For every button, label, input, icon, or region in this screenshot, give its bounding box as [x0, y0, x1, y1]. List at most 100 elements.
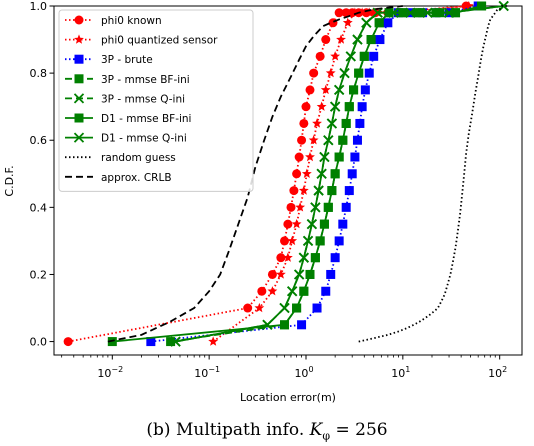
caption-k-sub: φ — [322, 429, 331, 443]
y-tick-label-0: 0.0 — [30, 336, 48, 349]
x-tick-label-base: 10 — [97, 367, 111, 380]
legend-entry-4: 3P - mmse Q-ini — [65, 93, 185, 105]
caption-prefix: (b) Multipath info. — [146, 420, 305, 440]
series-1-point-13 — [316, 101, 327, 111]
legend-label-3: 3P - mmse BF-ini — [101, 74, 190, 86]
series-2-point-15 — [360, 85, 370, 95]
y-axis-ticks: 0.0 0.2 0.4 0.6 0.8 1.0 — [30, 0, 54, 349]
series-5-point-25 — [477, 1, 487, 11]
series-6-point-16-stroke-b — [339, 67, 350, 79]
series-5-point-11 — [334, 152, 344, 162]
series-6-point-18 — [352, 34, 363, 45]
series-5-point-16 — [354, 68, 364, 78]
series-0-point-1 — [243, 303, 253, 313]
series-2-point-2 — [312, 303, 322, 313]
series-1-point-19 — [349, 7, 360, 17]
x-tick-label-3: 101 — [391, 365, 410, 380]
series-5-point-18 — [366, 35, 376, 45]
legend-entry-8: approx. CRLB — [65, 172, 172, 184]
legend-marker-5 — [74, 113, 84, 123]
series-6-point-1-stroke-b — [262, 319, 273, 330]
series-2-point-8 — [341, 202, 351, 212]
series-6-point-17 — [345, 51, 356, 62]
series-6-point-0-stroke-b — [170, 336, 181, 347]
series-6-point-2 — [279, 302, 290, 314]
series-5-point-5 — [310, 253, 320, 263]
series-5-point-12 — [338, 135, 348, 145]
x-tick-label-exponent: −1 — [208, 365, 220, 374]
series-6-point-6 — [302, 235, 314, 247]
legend: phi0 known phi0 quantized sensor 3P - brut… — [58, 9, 254, 192]
legend-box — [58, 9, 254, 192]
series-6-point-13 — [326, 118, 338, 129]
legend-entry-0: phi0 known — [65, 15, 162, 27]
series-2-point-10 — [347, 169, 357, 179]
series-6-point-23 — [422, 7, 433, 18]
y-axis-label: C.D.F. — [3, 165, 16, 196]
series-2-point-13 — [355, 118, 365, 128]
series-6-point-13-stroke-b — [326, 118, 338, 129]
series-2-line — [150, 5, 479, 343]
series-6-point-10 — [316, 168, 327, 179]
series-6-point-24-stroke-b — [443, 7, 455, 18]
series-1-point-4 — [282, 252, 293, 262]
legend-label-8: approx. CRLB — [101, 172, 172, 184]
series-5-point-17 — [359, 51, 369, 61]
series-6-point-3-stroke-b — [287, 286, 298, 297]
series-6-point-15 — [334, 84, 345, 96]
legend-label-2: 3P - brute — [101, 54, 153, 66]
series-0-point-8 — [289, 186, 299, 196]
series-6-point-22-stroke-b — [405, 7, 416, 18]
series-6-point-2-stroke-b — [279, 302, 290, 314]
series-0-point-0 — [63, 337, 73, 347]
legend-entry-5: D1 - mmse BF-ini — [65, 113, 191, 125]
legend-entry-6: D1 - mmse Q-ini — [65, 132, 187, 145]
series-6-point-17-stroke-b — [345, 51, 356, 62]
series-0-point-16 — [315, 51, 325, 61]
series-6-line — [175, 5, 504, 343]
series-6-point-12-stroke-b — [323, 135, 334, 146]
series-6-point-21 — [388, 7, 399, 18]
axes-frame — [53, 5, 523, 356]
y-tick-label-1: 0.2 — [30, 268, 48, 281]
series-0-point-14 — [305, 85, 315, 95]
series-0-point-18 — [328, 18, 338, 28]
legend-entry-7: random guess — [65, 152, 176, 164]
series-1-point-16 — [330, 51, 341, 61]
x-tick-label-base: 10 — [391, 367, 405, 380]
series-2-point-3 — [321, 286, 331, 296]
series-6-point-7 — [306, 218, 318, 230]
series-1-point-8 — [298, 185, 309, 195]
series-6-point-23-stroke-b — [422, 7, 433, 18]
series-1-point-17 — [336, 34, 346, 44]
series-5-point-14 — [344, 102, 354, 112]
series-5-point-2 — [292, 303, 302, 313]
series-5-point-4 — [305, 269, 315, 279]
series-2-point-6 — [334, 236, 344, 246]
series-0-point-17 — [321, 35, 331, 45]
caption-rest: = 256 — [330, 420, 388, 440]
series-1-point-3 — [275, 269, 286, 279]
series-0-point-2 — [257, 286, 267, 296]
y-tick-label-3: 0.6 — [30, 134, 48, 147]
series-1-point-9 — [301, 168, 312, 178]
series-2-point-19 — [383, 18, 393, 28]
series-1-point-0 — [208, 336, 219, 346]
x-tick-label-2: 100 — [294, 365, 313, 380]
series-6-point-4-stroke-b — [294, 269, 305, 280]
series-6-point-19-stroke-b — [361, 17, 372, 28]
series-2-point-12 — [352, 135, 362, 145]
series-1-point-12 — [312, 118, 322, 128]
series-5-point-3 — [299, 286, 309, 296]
series-1-point-10 — [305, 151, 315, 162]
series-5-point-1 — [280, 320, 290, 330]
x-axis-label: Location error(m) — [240, 391, 336, 404]
series-6-point-4 — [294, 269, 305, 280]
series-layer — [63, 0, 510, 347]
series-2-point-14 — [357, 102, 367, 112]
series-8 — [107, 5, 403, 343]
series-2-point-7 — [338, 219, 348, 229]
legend-label-1: phi0 quantized sensor — [101, 35, 218, 47]
x-tick-label-exponent: −2 — [111, 365, 123, 374]
series-3-point-0 — [166, 337, 176, 347]
